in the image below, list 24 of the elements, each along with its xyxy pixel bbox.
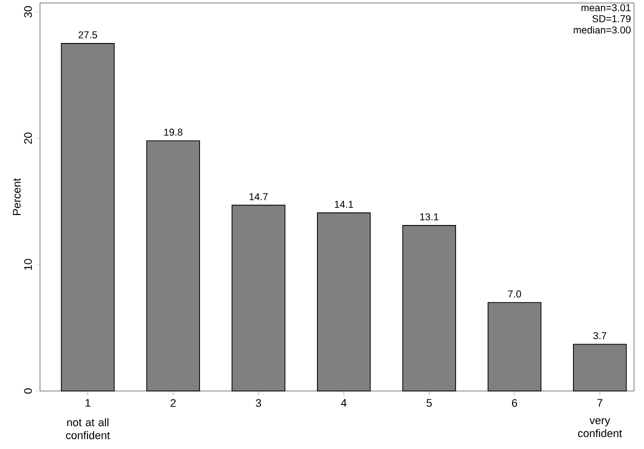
- x-tick-label: 7: [597, 399, 602, 407]
- y-tick-label: 10: [24, 258, 32, 270]
- annotation: SD=1.79: [592, 15, 631, 22]
- data-label: 14.1: [334, 200, 354, 208]
- text: very confident: [578, 418, 622, 438]
- x-tick-label: 5: [426, 399, 432, 407]
- y-tick-label: 20: [24, 132, 32, 144]
- y-tick-label: 30: [24, 6, 32, 18]
- y-axis-title: Percent: [12, 178, 21, 215]
- data-label: 19.8: [164, 128, 182, 136]
- text: not at all confident: [66, 418, 110, 440]
- x-tick-label: 1: [86, 399, 90, 407]
- data-label: 7.0: [508, 290, 522, 298]
- data-label: 13.1: [420, 213, 438, 220]
- y-tick-label: 0: [24, 388, 32, 394]
- annotation: mean=3.01: [582, 4, 631, 12]
- x-tick-label: 6: [512, 399, 518, 407]
- x-tick-label: 4: [341, 399, 347, 407]
- data-label: 27.5: [78, 31, 98, 38]
- data-label: 14.7: [250, 193, 268, 200]
- data-label: 3.7: [593, 332, 606, 340]
- x-tick-label: 3: [256, 399, 262, 407]
- x-tick-label: 2: [170, 399, 176, 407]
- annotation: median=3.00: [574, 26, 631, 34]
